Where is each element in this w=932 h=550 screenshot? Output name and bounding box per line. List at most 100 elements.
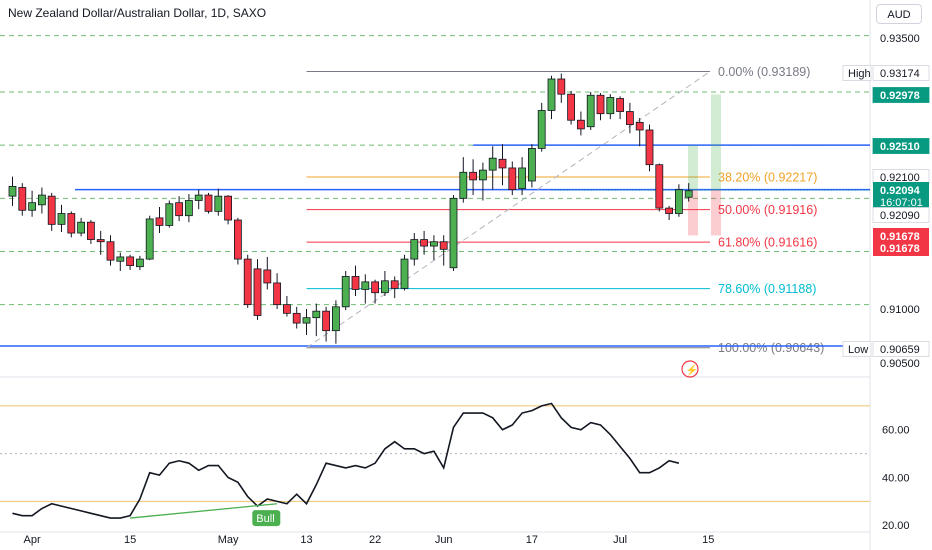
candle-body [312,310,321,319]
candle-body [537,110,546,149]
candle-body [273,282,282,306]
fib-100-label: 100.00% (0.90643) [718,341,824,355]
candle-body [508,167,517,191]
high-badge-box [872,65,930,81]
candle-body [626,111,634,125]
fib-0-label: 0.00% (0.93189) [718,65,810,79]
high-badge-text: 0.93174 [880,68,920,80]
bull-label-box [252,510,281,527]
candle-body [214,195,223,212]
candle-body [292,312,301,324]
candle-body [400,258,409,289]
candle-body [410,239,419,260]
stop-badge-text-1: 0.91678 [880,231,920,243]
candle-body [439,241,448,250]
low-badge-tag-box [842,341,872,357]
fib-61-8-label: 61.80% (0.91616) [718,236,817,250]
candle-body [253,268,262,316]
candle-body [165,203,174,226]
rsi-tick-label: 60.00 [882,425,910,437]
candle-body [547,78,556,111]
candle-body [135,258,144,268]
candle-body [77,221,85,234]
alert-icon-glyph: ⚡ [686,364,698,377]
current-price-box [873,182,929,210]
time-tick-label: Apr [24,534,41,546]
candle-body [224,195,233,221]
candle-body [302,317,311,324]
candle-body [67,213,76,234]
candle-body [341,276,350,308]
candle-body [518,167,526,189]
candle-body [449,197,458,269]
fib-38-2-label: 38.20% (0.92217) [718,170,817,184]
candle-body [106,241,115,261]
candle-body [616,98,624,112]
time-tick-label: 17 [526,534,538,546]
candle-body [429,241,438,247]
candle-body [459,171,468,199]
level-badge-92510-text: 0.92510 [880,141,920,153]
candle-body [380,280,389,294]
stop-badge-text-2: 0.91678 [880,243,920,255]
candle-body [243,258,252,306]
candle-body [331,306,340,332]
candle-body [116,256,125,262]
time-tick-label: Jun [435,534,453,546]
level-badge-92090-box [872,207,930,223]
candle-body [57,213,66,225]
stop-zone-small [688,190,698,236]
currency-selector-button[interactable]: AUD [876,4,922,24]
candle-body [184,200,193,217]
candle-body [18,187,27,211]
candle-body [351,276,360,290]
candle-body [28,202,37,211]
price-tick-label: 0.90500 [880,358,920,370]
candle-body [175,202,184,217]
candle-body [655,164,664,209]
fib-trend-line [306,71,711,349]
level-badge-92100-text: 0.92100 [880,172,920,184]
time-tick-label: May [218,534,239,546]
candle-body [155,217,164,226]
candle-body [194,194,203,201]
candle-body [96,239,105,243]
candle-body [635,121,644,131]
candle-body [577,119,585,130]
rsi-line [12,402,680,519]
countdown-text: 16:07:01 [880,197,923,209]
level-badge-92510-box [872,138,930,154]
candle-body [488,157,497,171]
candle-body [390,280,399,289]
rsi-tick-label: 20.00 [882,520,910,532]
candle-body [322,310,331,332]
candle-body [645,129,654,166]
candle-body [567,93,575,121]
fib-50-label: 50.00% (0.91916) [718,203,817,217]
time-tick-label: 22 [369,534,381,546]
bull-label: Bull [256,513,274,525]
candle-body [606,97,615,115]
target-zone-small [688,145,698,191]
time-tick-label: 15 [124,534,136,546]
candle-body [371,281,380,294]
level-badge-92978-text: 0.92978 [880,90,920,102]
candle-body [361,281,370,290]
candles [8,73,693,344]
alert-icon [681,360,699,378]
candle-body [478,169,487,181]
candle-body [126,256,134,266]
candle-body [586,94,595,128]
candle-body [145,218,154,260]
level-badge-92090-text: 0.92090 [880,210,920,222]
candle-body [47,195,56,225]
level-badge-92978-box [872,87,930,103]
candle-body [233,219,242,260]
low-badge-tag: Low [848,344,868,356]
current-price-text: 0.92094 [880,185,921,197]
candle-body [596,94,605,115]
high-badge-tag: High [848,68,871,80]
candle-body [498,158,507,169]
stop-badge-box [873,228,929,256]
